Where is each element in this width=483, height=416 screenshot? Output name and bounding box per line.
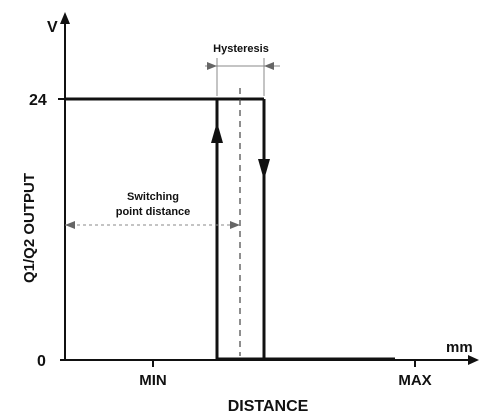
x-tick-label-max: MAX [398, 372, 431, 389]
y-axis-unit-label: V [47, 19, 58, 36]
x-axis-unit-label: mm [446, 339, 473, 356]
switching-arrow-left-icon [65, 221, 75, 229]
y-axis-title: Q1/Q2 OUTPUT [21, 173, 38, 283]
hysteresis-arrow-right-icon [264, 62, 274, 70]
switching-label-line2: point distance [116, 206, 191, 218]
x-tick-label-min: MIN [139, 372, 167, 389]
hysteresis-arrow-left-icon [207, 62, 217, 70]
x-axis-arrowhead [468, 355, 479, 365]
y-tick-label-24: 24 [29, 92, 47, 109]
hysteresis-label: Hysteresis [213, 43, 269, 55]
y-axis-arrowhead [60, 12, 70, 24]
x-axis-title: DISTANCE [228, 398, 309, 415]
down-arrow-icon [258, 159, 270, 180]
up-arrow-icon [211, 122, 223, 143]
switching-label-line1: Switching [127, 191, 179, 203]
switching-arrow-right-icon [230, 221, 240, 229]
y-tick-label-0: 0 [37, 353, 46, 370]
